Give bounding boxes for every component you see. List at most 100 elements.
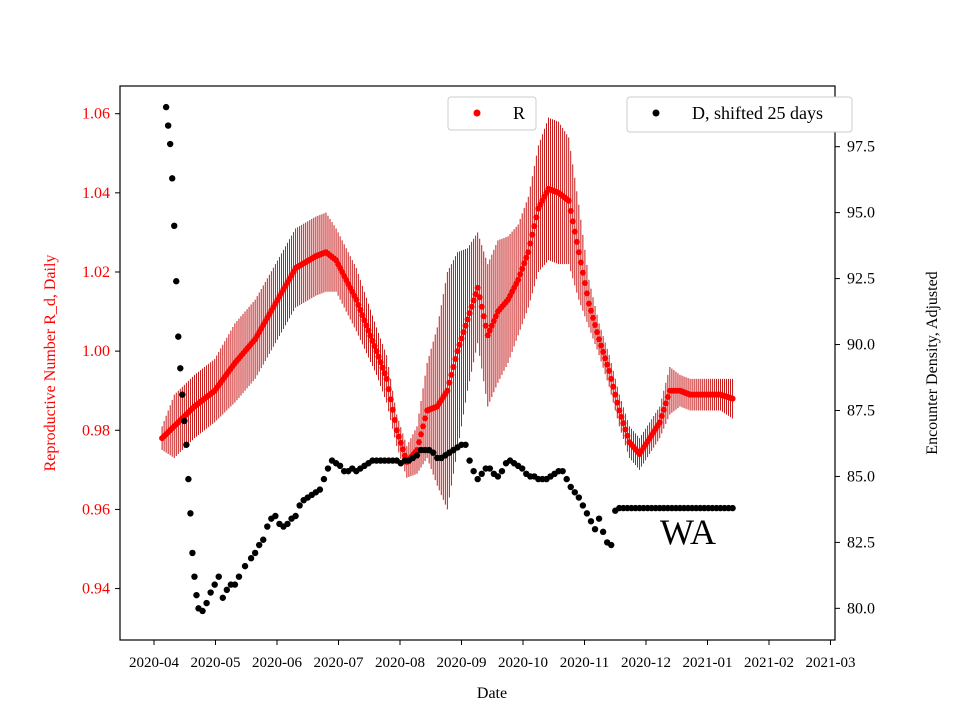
r-point: [589, 314, 596, 321]
r-point: [600, 348, 607, 355]
d-point: [413, 452, 421, 459]
d-point: [169, 175, 176, 182]
x-tick-label: 2020-07: [314, 655, 364, 671]
legend-r-box: [447, 96, 537, 131]
r-point: [729, 395, 736, 402]
r-point: [531, 223, 538, 230]
r-point: [357, 306, 364, 313]
legend-r-label: R: [513, 103, 525, 123]
r-point: [527, 240, 534, 247]
r-point: [420, 423, 427, 430]
r-point: [517, 271, 524, 278]
left-tick-label: 1.00: [82, 343, 110, 360]
left-tick-label: 1.06: [82, 106, 110, 123]
r-point: [458, 335, 465, 342]
r-point: [391, 416, 398, 423]
r-point: [583, 290, 590, 297]
x-tick-label: 2021-02: [744, 655, 794, 671]
right-axis-ticks: 80.0 82.5 85.0 87.5 90.0 92.5 95.0 97.5: [835, 139, 875, 617]
right-tick-label: 97.5: [847, 139, 875, 156]
r-point: [363, 322, 370, 329]
r-point: [452, 356, 459, 363]
wa-annotation: WA: [660, 512, 716, 552]
legend-r-marker: [473, 109, 481, 117]
r-point: [367, 332, 374, 339]
d-point: [587, 518, 595, 525]
d-point: [162, 103, 170, 111]
d-point: [292, 512, 299, 520]
r-point: [353, 296, 360, 303]
d-point: [583, 510, 591, 517]
plot-area-frame: [119, 85, 836, 641]
r-point: [565, 197, 572, 204]
r-point: [594, 329, 601, 336]
r-point: [581, 280, 588, 287]
d-point: [284, 520, 291, 528]
r-point: [422, 415, 429, 422]
r-point: [592, 322, 599, 329]
d-point: [470, 467, 477, 475]
r-point: [369, 337, 376, 344]
x-tick-label: 2020-12: [621, 655, 671, 671]
d-point: [251, 549, 259, 557]
r-point: [389, 406, 396, 413]
d-point: [235, 573, 243, 580]
d-point: [316, 486, 324, 493]
r-point: [470, 297, 477, 304]
left-tick-label: 0.98: [82, 422, 110, 439]
d-point: [219, 594, 226, 601]
r-point: [616, 407, 623, 414]
x-tick-label: 2020-09: [437, 655, 487, 671]
d-point: [498, 467, 506, 475]
d-point: [187, 510, 194, 517]
d-point: [462, 441, 469, 448]
d-point: [591, 526, 599, 533]
d-point: [241, 562, 249, 570]
d-point: [486, 465, 494, 472]
r-point: [371, 342, 378, 349]
d-point: [518, 465, 526, 472]
x-tick-label: 2020-11: [560, 655, 609, 671]
d-point: [559, 467, 566, 475]
r-point: [456, 341, 463, 348]
r-point: [418, 431, 425, 438]
x-tick-label: 2020-10: [498, 655, 548, 671]
r-point: [660, 406, 667, 413]
r-point: [533, 214, 540, 221]
r-point: [444, 387, 451, 394]
legend-d: D, shifted 25 days: [626, 96, 853, 133]
r-point: [448, 371, 455, 378]
legend-d-marker: [652, 109, 660, 117]
r-point: [365, 327, 372, 334]
r-point: [618, 413, 625, 420]
left-tick-label: 1.04: [82, 185, 110, 202]
d-series-points: [162, 103, 736, 615]
x-tick-label: 2021-03: [806, 655, 856, 671]
d-point: [193, 591, 200, 599]
r-point: [399, 446, 406, 453]
x-axis-label: Date: [477, 685, 507, 702]
d-point: [478, 470, 485, 477]
d-point: [608, 541, 615, 549]
r-point: [577, 259, 584, 266]
r-point: [359, 312, 366, 319]
right-tick-label: 82.5: [847, 534, 875, 551]
r-point: [624, 432, 631, 439]
r-point: [598, 342, 605, 349]
d-point: [260, 536, 267, 543]
x-tick-label: 2020-06: [252, 655, 302, 671]
r-point: [610, 383, 617, 390]
r-point: [525, 249, 532, 256]
legend-r: R: [447, 96, 537, 131]
d-point: [567, 483, 574, 491]
r-point: [569, 218, 576, 225]
r-point: [474, 284, 481, 291]
d-point: [199, 607, 206, 615]
r-point: [587, 307, 594, 314]
r-point: [484, 332, 491, 339]
right-axis-label: Encounter Density, Adjusted: [924, 271, 941, 454]
d-point: [164, 122, 172, 129]
d-point: [595, 515, 603, 522]
d-point: [185, 475, 192, 483]
left-axis-label: Reproductive Number R_d, Daily: [42, 255, 59, 472]
